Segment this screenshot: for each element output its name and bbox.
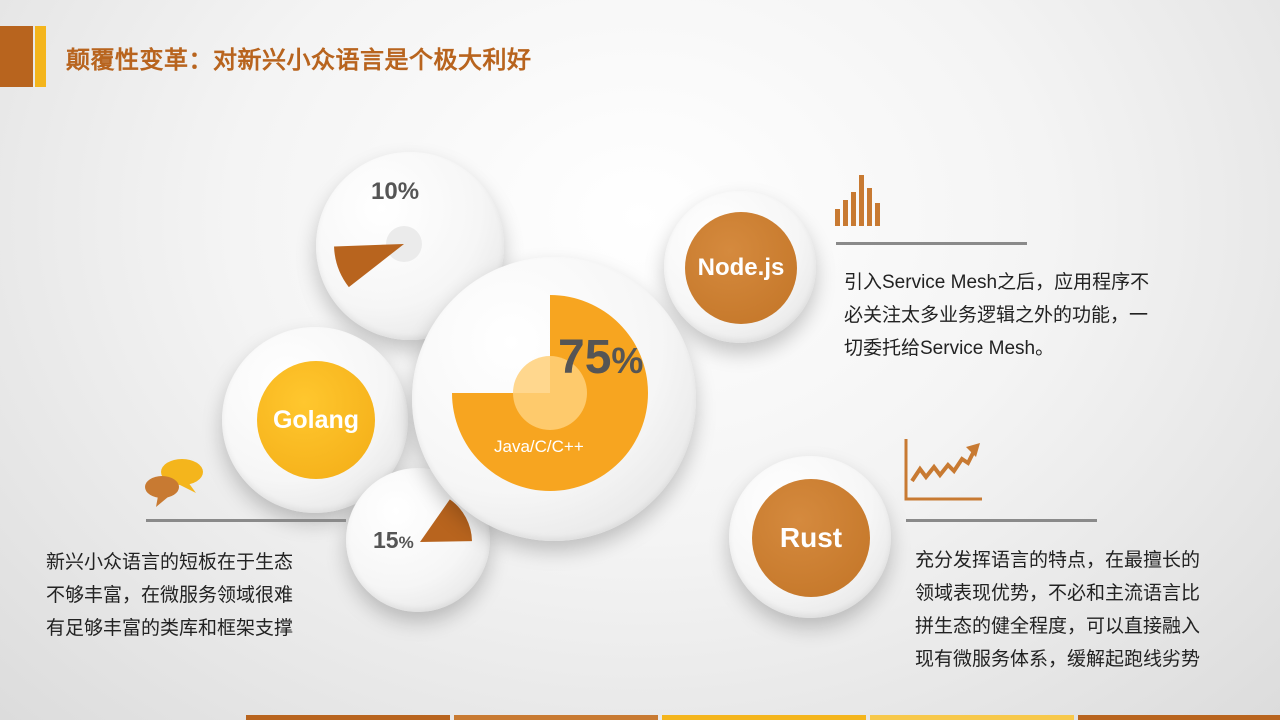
nodejs-divider [836,242,1027,245]
bar-chart-icon [835,175,880,226]
nodejs-label: Node.js [697,254,785,281]
java-pie-chart [452,295,648,491]
top-pie-chart [334,226,422,288]
java-percent: 75% [558,331,644,384]
java-label: Java/C/C++ [494,437,584,456]
header-accent-bar-light [35,26,46,87]
rust-description: 充分发挥语言的特点，在最擅长的 领域表现优势，不必和主流语言比 拼生态的健全程度… [915,550,1201,670]
footer-segment [454,715,658,720]
footer-segment [1078,715,1280,720]
header-accent-bar [0,26,33,87]
rust-divider [906,519,1097,522]
top-pie-percent: 10% [371,178,420,205]
footer-segment [870,715,1074,720]
golang-disc: Golang [257,361,375,479]
nodejs-description: 引入Service Mesh之后，应用程序不 必关注太多业务逻辑之外的功能，一 … [844,272,1150,359]
small-pie-percent: 15% [373,527,414,553]
footer-segment [662,715,866,720]
nodejs-disc: Node.js [685,212,797,324]
page-title: 颠覆性变革：对新兴小众语言是个极大利好 [66,47,532,74]
rust-disc: Rust [752,479,870,597]
chat-bubbles-icon [145,459,203,507]
small-pie-chart [420,499,472,542]
golang-description: 新兴小众语言的短板在于生态 不够丰富，在微服务领域很难 有足够丰富的类库和框架支… [46,552,294,639]
java-pie-hub [513,356,587,430]
golang-divider [146,519,346,522]
trend-chart-icon [904,439,982,501]
footer-segment [246,715,450,720]
rust-label: Rust [779,522,843,553]
top-pie-slice [334,244,404,288]
golang-label: Golang [272,405,360,434]
small-pie-slice [420,499,472,542]
